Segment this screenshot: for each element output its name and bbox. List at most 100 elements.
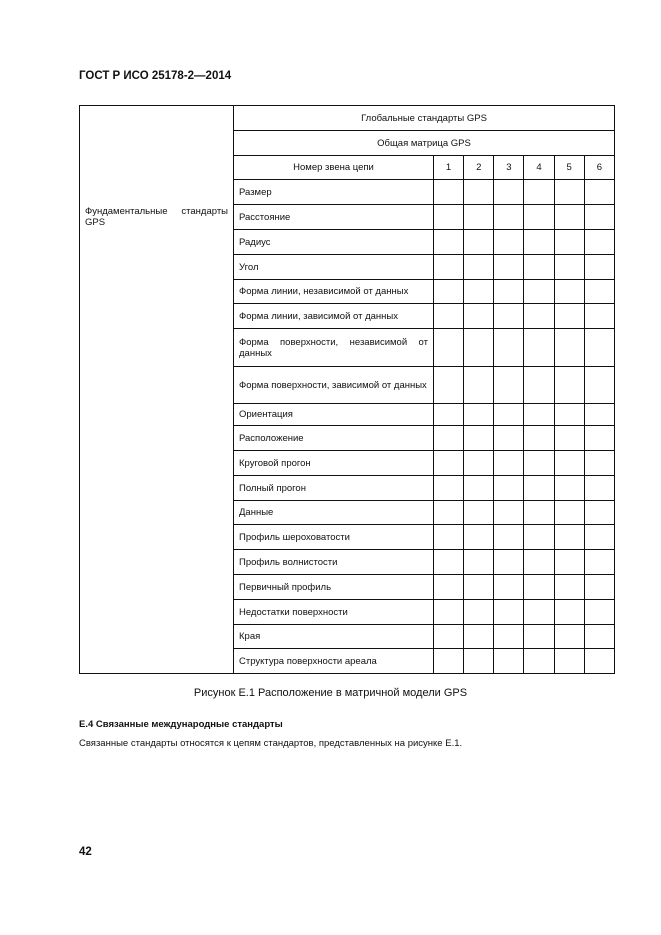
matrix-cell xyxy=(463,366,495,404)
matrix-cell xyxy=(523,524,555,550)
matrix-cell xyxy=(493,303,525,329)
matrix-cell xyxy=(432,403,465,426)
row-label: Первичный профиль xyxy=(233,574,434,600)
matrix-cell xyxy=(463,500,495,525)
matrix-cell xyxy=(583,204,616,230)
matrix-cell xyxy=(553,303,585,329)
matrix-cell xyxy=(463,425,495,451)
table-row: Круговой прогон xyxy=(80,450,616,476)
matrix-cell xyxy=(432,624,465,649)
gps-matrix-table: Фундаментальные стандарты GPS Глобальные… xyxy=(79,105,616,674)
table-row: Расположение xyxy=(80,425,616,451)
matrix-cell xyxy=(523,254,555,280)
table-row: Структура поверхности ареала xyxy=(80,648,616,674)
matrix-cell xyxy=(463,624,495,649)
matrix-cell xyxy=(432,475,465,501)
matrix-cell xyxy=(463,450,495,476)
matrix-cell xyxy=(523,648,555,674)
matrix-cell xyxy=(493,574,525,600)
matrix-cell xyxy=(493,475,525,501)
matrix-cell xyxy=(463,254,495,280)
matrix-cell xyxy=(493,179,525,205)
row-label: Форма поверхности, независимой от данных xyxy=(233,328,434,367)
matrix-cell xyxy=(583,366,616,404)
matrix-cell xyxy=(463,648,495,674)
row-label: Расстояние xyxy=(233,204,434,230)
matrix-cell xyxy=(553,425,585,451)
matrix-cell xyxy=(432,366,465,404)
matrix-cell xyxy=(553,179,585,205)
global-standards-header: Глобальные стандарты GPS xyxy=(233,105,615,131)
matrix-cell xyxy=(432,303,465,329)
matrix-cell xyxy=(493,254,525,280)
matrix-cell xyxy=(493,450,525,476)
table-row: Полный прогон xyxy=(80,475,616,501)
matrix-cell xyxy=(463,574,495,600)
matrix-cell xyxy=(523,403,555,426)
matrix-cell xyxy=(463,179,495,205)
matrix-cell xyxy=(583,425,616,451)
matrix-cell xyxy=(553,549,585,575)
matrix-cell xyxy=(432,279,465,304)
chain-number-4: 4 xyxy=(523,155,555,180)
matrix-cell xyxy=(463,328,495,367)
matrix-cell xyxy=(463,303,495,329)
matrix-cell xyxy=(432,450,465,476)
matrix-cell xyxy=(493,648,525,674)
matrix-cell xyxy=(523,549,555,575)
chain-number-2: 2 xyxy=(463,155,495,180)
chain-number-5: 5 xyxy=(553,155,585,180)
matrix-cell xyxy=(493,549,525,575)
row-label: Форма линии, зависимой от данных xyxy=(233,303,434,329)
matrix-cell xyxy=(432,425,465,451)
matrix-cell xyxy=(432,204,465,230)
table-row: Профиль волнистости xyxy=(80,549,616,575)
row-label: Угол xyxy=(233,254,434,280)
matrix-cell xyxy=(583,179,616,205)
matrix-cell xyxy=(553,366,585,404)
matrix-cell xyxy=(583,475,616,501)
matrix-cell xyxy=(583,303,616,329)
row-label: Радиус xyxy=(233,229,434,255)
matrix-cell xyxy=(432,549,465,575)
matrix-cell xyxy=(493,524,525,550)
matrix-cell xyxy=(432,500,465,525)
matrix-cell xyxy=(493,425,525,451)
matrix-cell xyxy=(463,599,495,625)
row-label: Профиль шероховатости xyxy=(233,524,434,550)
table-row: Форма поверхности, независимой от данных xyxy=(80,328,616,367)
matrix-cell xyxy=(523,204,555,230)
row-label: Профиль волнистости xyxy=(233,549,434,575)
matrix-cell xyxy=(493,403,525,426)
matrix-cell xyxy=(553,450,585,476)
matrix-cell xyxy=(523,450,555,476)
matrix-cell xyxy=(553,204,585,230)
matrix-cell xyxy=(583,648,616,674)
matrix-cell xyxy=(553,328,585,367)
table-row: Радиус xyxy=(80,229,616,255)
matrix-cell xyxy=(463,204,495,230)
table-row: Ориентация xyxy=(80,403,616,426)
matrix-cell xyxy=(523,475,555,501)
row-label: Форма линии, независимой от данных xyxy=(233,279,434,304)
matrix-cell xyxy=(493,500,525,525)
matrix-cell xyxy=(583,549,616,575)
matrix-cell xyxy=(583,229,616,255)
row-label: Расположение xyxy=(233,425,434,451)
matrix-cell xyxy=(583,254,616,280)
matrix-cell xyxy=(553,403,585,426)
matrix-cell xyxy=(553,279,585,304)
matrix-cell xyxy=(523,303,555,329)
matrix-cell xyxy=(463,279,495,304)
fundamental-standards-cell: Фундаментальные стандарты GPS xyxy=(79,105,234,674)
matrix-cell xyxy=(523,366,555,404)
general-matrix-header: Общая матрица GPS xyxy=(233,130,615,156)
table-row: Края xyxy=(80,624,616,649)
matrix-cell xyxy=(432,574,465,600)
matrix-cell xyxy=(523,425,555,451)
matrix-cell xyxy=(583,500,616,525)
matrix-cell xyxy=(553,500,585,525)
matrix-cell xyxy=(432,328,465,367)
matrix-cell xyxy=(493,204,525,230)
row-label: Края xyxy=(233,624,434,649)
